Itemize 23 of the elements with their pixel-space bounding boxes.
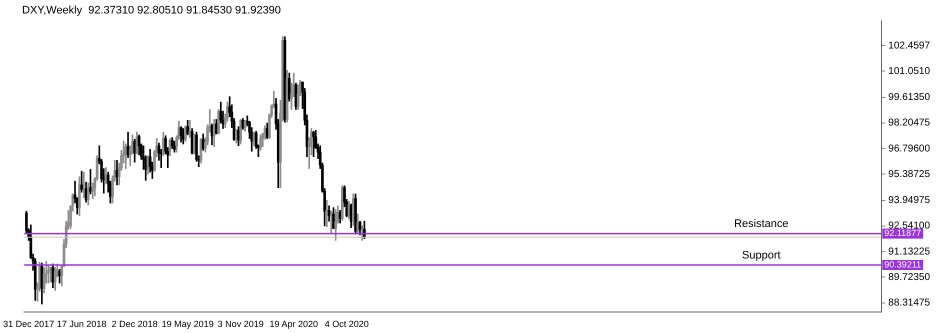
x-tick-label: 2 Dec 2018 <box>112 319 158 330</box>
x-tick-label: 4 Oct 2020 <box>324 319 369 330</box>
y-tick-label: 101.0510 <box>888 66 930 77</box>
x-tick-label: 31 Dec 2017 <box>3 319 54 330</box>
text: 90.39211 <box>884 260 922 270</box>
candlestick <box>47 264 50 284</box>
y-tick-label: 89.72350 <box>888 272 930 283</box>
y-tick-label: 96.79600 <box>888 143 930 154</box>
y-tick-label: 95.38725 <box>888 168 930 180</box>
y-tick-label: 98.20475 <box>888 118 930 129</box>
x-tick-label: 3 Nov 2019 <box>218 319 264 330</box>
y-tick-label: 99.61350 <box>888 92 930 104</box>
y-tick-label: 102.4597 <box>888 40 930 52</box>
chart-title: DXY,Weekly 92.37310 92.80510 91.84530 91.92390 <box>22 4 281 17</box>
x-tick-label: 19 May 2019 <box>162 319 214 330</box>
y-tick-label: 88.31475 <box>888 298 930 309</box>
ref-line-label: Resistance <box>734 218 789 230</box>
x-tick-label: 17 Jun 2018 <box>56 319 106 330</box>
ref-line-label: Support <box>742 250 781 262</box>
y-tick-label: 93.94975 <box>888 195 930 206</box>
text: 92.11877 <box>884 228 922 238</box>
y-tick-label: 91.13225 <box>888 246 930 258</box>
x-tick-label: 19 Apr 2020 <box>269 319 318 330</box>
